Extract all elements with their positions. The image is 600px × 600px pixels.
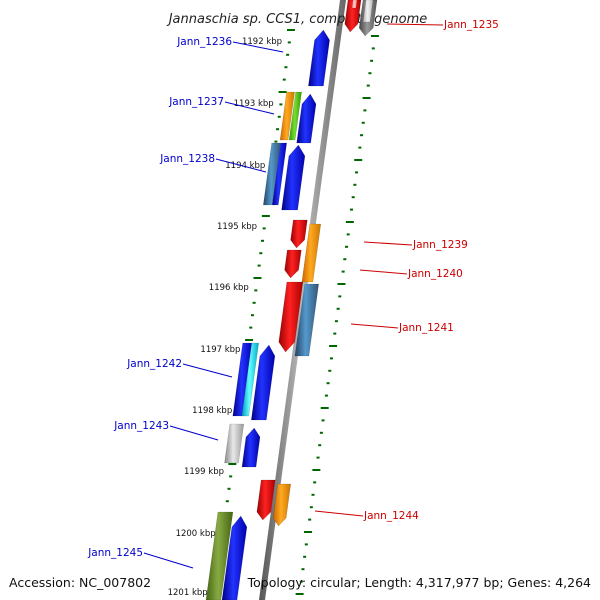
gene-arrow — [296, 93, 317, 144]
gene-label[interactable]: Jann_1245 — [87, 547, 143, 559]
callout-line — [350, 323, 399, 329]
tick-label: 1194 kbp — [225, 161, 265, 171]
map-title: Jannaschia sp. CCS1, complete genome — [166, 12, 428, 27]
tick-label: 1198 kbp — [192, 406, 232, 416]
gene-arrow — [281, 144, 306, 211]
callout-line — [224, 101, 275, 115]
gene-label[interactable]: Jann_1236 — [176, 36, 232, 48]
gene-arrow — [256, 479, 276, 521]
gene-arrow — [251, 344, 276, 421]
gene-arrow — [272, 142, 287, 206]
gene-arrow — [278, 281, 304, 353]
callout-line — [232, 41, 284, 53]
gene-label[interactable]: Jann_1244 — [363, 510, 419, 522]
tick-label: 1201 kbp — [168, 588, 208, 598]
genome-summary: Topology: circular; Length: 4,317,977 bp… — [247, 575, 591, 590]
callout-line — [314, 510, 364, 517]
callout-line — [359, 269, 408, 275]
tick-label: 1192 kbp — [242, 37, 282, 47]
gene-label[interactable]: Jann_1241 — [398, 322, 454, 334]
gene-label[interactable]: Jann_1243 — [113, 420, 169, 432]
gene-label[interactable]: Jann_1239 — [412, 239, 468, 251]
genome-backbone — [259, 0, 346, 600]
gene-arrow — [362, 0, 374, 23]
gene-arrow — [308, 29, 330, 87]
tick-label: 1195 kbp — [217, 222, 257, 232]
callout-line — [386, 23, 444, 26]
gene-callouts: Jann_1235 Jann_1236 Jann_1237 Jann_1238 Jann… — [87, 19, 499, 569]
gene-arrow — [205, 511, 234, 600]
gene-arrow — [279, 91, 295, 141]
gene-arrow — [224, 423, 245, 464]
tick-label: 1193 kbp — [234, 99, 274, 109]
callout-line — [143, 552, 194, 569]
gene-label[interactable]: Jann_1238 — [159, 153, 215, 165]
gene-arrow — [241, 427, 261, 468]
tick-label: 1200 kbp — [176, 529, 216, 539]
callout-line — [169, 425, 219, 441]
gene-arrow — [294, 283, 319, 357]
tick-label: 1196 kbp — [209, 283, 249, 293]
gene-arrow — [288, 91, 302, 141]
gene-label[interactable]: Jann_1240 — [407, 268, 463, 280]
gene-label[interactable]: Jann_1237 — [168, 96, 224, 108]
gene-arrow — [221, 515, 248, 600]
callout-line — [363, 241, 413, 246]
gene-label[interactable]: Jann_1235 — [443, 19, 499, 31]
gene-arrow — [344, 0, 362, 33]
accession-label: Accession: NC_007802 — [9, 575, 151, 590]
tick-labels: 1192 kbp 1193 kbp 1194 kbp 1195 kbp 1196 kbp… — [168, 37, 282, 598]
gene-arrow — [290, 219, 308, 249]
gene-arrow — [351, 0, 358, 9]
tick-label: 1199 kbp — [184, 467, 224, 477]
gene-arrow — [301, 223, 322, 283]
gene-label[interactable]: Jann_1242 — [126, 358, 182, 370]
gene-arrow — [241, 342, 259, 417]
gene-arrow — [272, 483, 291, 527]
callout-line — [215, 158, 267, 173]
gene-arrows — [205, 0, 378, 600]
gene-arrow — [284, 249, 302, 279]
tick-label: 1197 kbp — [200, 345, 240, 355]
callout-line — [182, 363, 233, 378]
